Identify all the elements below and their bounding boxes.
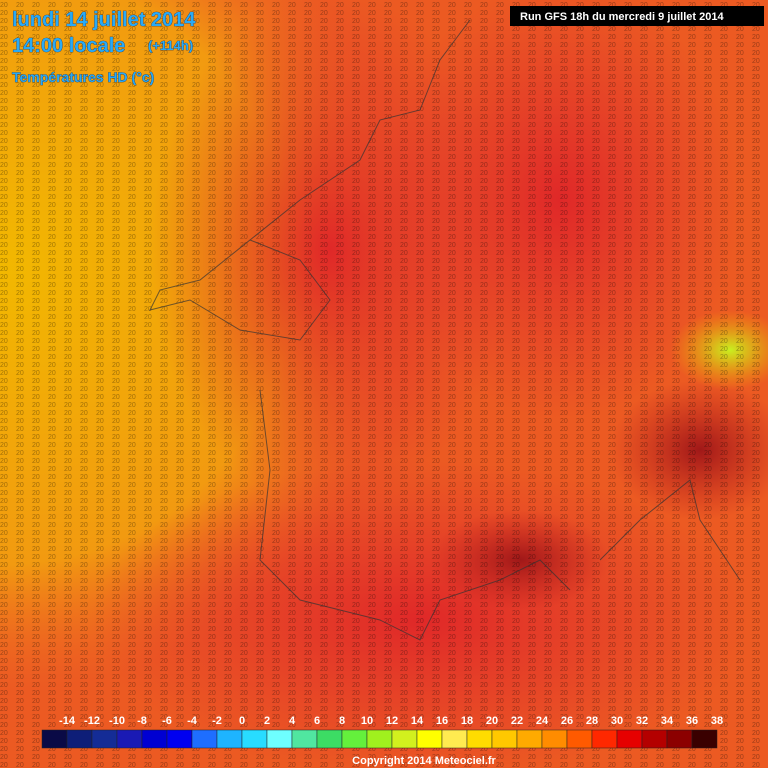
legend-label: 4 [289,715,296,727]
legend-swatch [541,729,568,749]
legend-swatch [666,729,693,749]
legend: -14 -12 -10 -8 -6 -4 -2 0 2 4 6 8 10 12 14 16 18 20 22 24 26… [41,715,723,749]
legend-label: 18 [461,715,473,727]
legend-swatch [566,729,593,749]
legend-label: 22 [511,715,523,727]
legend-label: -4 [187,715,198,727]
legend-swatch [341,729,368,749]
time: 14:00 locale [12,35,125,57]
legend-label: 14 [411,715,424,727]
legend-swatch [141,729,168,749]
legend-swatch [91,729,118,749]
legend-swatch [66,729,93,749]
legend-label: 28 [586,715,598,727]
legend-swatch [116,729,143,749]
legend-swatch [291,729,318,749]
legend-label: 8 [339,715,345,727]
legend-swatch [416,729,443,749]
legend-swatch [166,729,193,749]
legend-label: -6 [162,715,172,727]
legend-label: 30 [611,715,623,727]
coastline [149,19,741,641]
legend-label: -14 [59,715,76,727]
legend-swatch [691,729,718,749]
legend-label: 36 [686,715,698,727]
legend-label: 0 [239,715,245,727]
legend-label: 26 [561,715,573,727]
legend-label: -2 [212,715,222,727]
offset: (+114h) [148,38,193,53]
legend-label: -8 [137,715,147,727]
legend-swatch [391,729,418,749]
legend-swatch [466,729,493,749]
legend-swatch [591,729,618,749]
legend-label: -12 [84,715,100,727]
legend-swatch [641,729,668,749]
legend-label: 38 [711,715,723,727]
legend-swatch [41,729,68,749]
legend-label: 12 [386,715,398,727]
field: Températures HD (°c) [12,69,154,85]
legend-swatch [516,729,543,749]
date: lundi 14 juillet 2014 [12,9,196,31]
legend-label: 16 [436,715,448,727]
legend-swatch [191,729,218,749]
legend-label: 10 [361,715,373,727]
copyright: Copyright 2014 Meteociel.fr [352,755,496,767]
legend-swatch [366,729,393,749]
legend-label: 20 [486,715,498,727]
legend-swatch [266,729,293,749]
legend-swatch [241,729,268,749]
legend-label: 34 [661,715,674,727]
legend-label: 6 [314,715,320,727]
legend-label: -10 [109,715,125,727]
legend-label: 32 [636,715,648,727]
legend-label: 24 [536,715,549,727]
run-box [510,6,764,26]
legend-swatch [316,729,343,749]
legend-swatch [441,729,468,749]
legend-swatch [216,729,243,749]
legend-label: 2 [264,715,270,727]
legend-swatch [491,729,518,749]
legend-swatch [616,729,643,749]
run: Run GFS 18h du mercredi 9 juillet 2014 [520,11,724,23]
